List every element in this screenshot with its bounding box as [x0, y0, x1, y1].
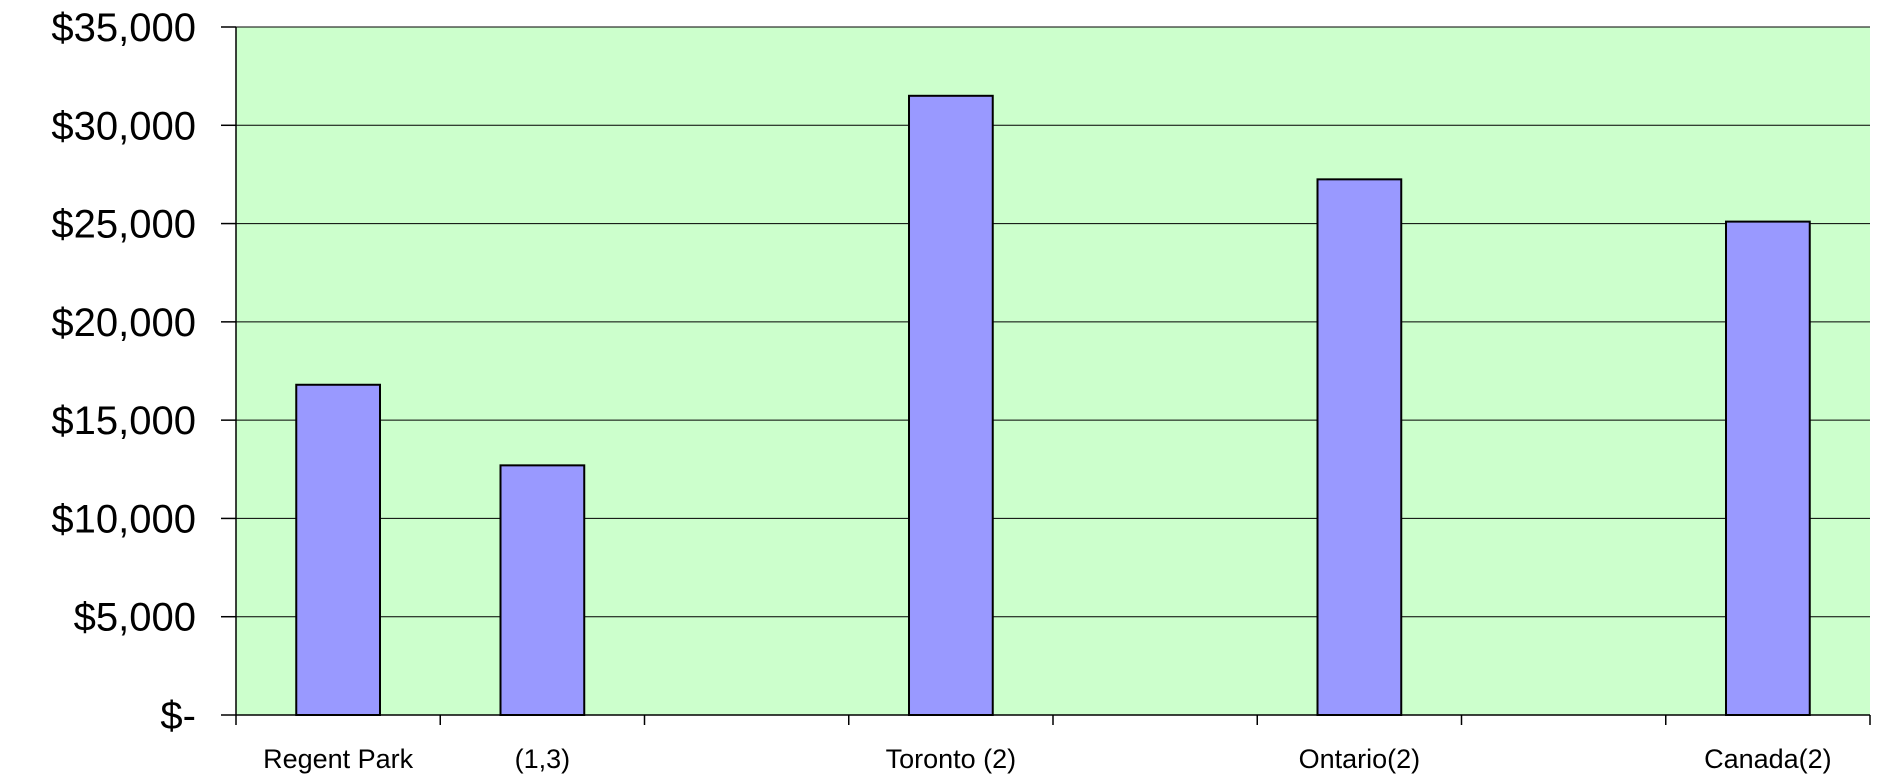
- bar: [499, 464, 586, 716]
- x-tick-label: Ontario(2): [1299, 744, 1421, 774]
- axes: [221, 26, 1871, 725]
- x-tick-label: Regent Park: [263, 744, 414, 774]
- y-tick-label: $15,000: [51, 399, 196, 443]
- bar: [1725, 220, 1811, 716]
- y-tick-label: $30,000: [51, 104, 196, 148]
- x-tick-labels: Regent Park (1,3) Toronto (2) Ontario(2) Can…: [263, 744, 1832, 774]
- y-tick-label: $35,000: [51, 6, 196, 50]
- plot-area: [236, 27, 1870, 715]
- x-tick-label: Toronto (2): [886, 744, 1017, 774]
- bars: [295, 94, 1811, 717]
- y-tick-label: $10,000: [51, 497, 196, 541]
- y-tick-label: $-: [160, 694, 196, 738]
- x-tick-label: (1,3): [515, 744, 571, 774]
- bar: [295, 383, 381, 716]
- bar: [1316, 178, 1403, 717]
- y-tick-labels: $- $5,000 $10,000 $15,000 $20,000 $25,000 $30,…: [51, 6, 196, 738]
- y-tick-label: $25,000: [51, 203, 196, 247]
- y-tick-label: $20,000: [51, 301, 196, 345]
- bar: [908, 94, 994, 717]
- y-tick-label: $5,000: [74, 596, 196, 640]
- x-tick-label: Canada(2): [1704, 744, 1832, 774]
